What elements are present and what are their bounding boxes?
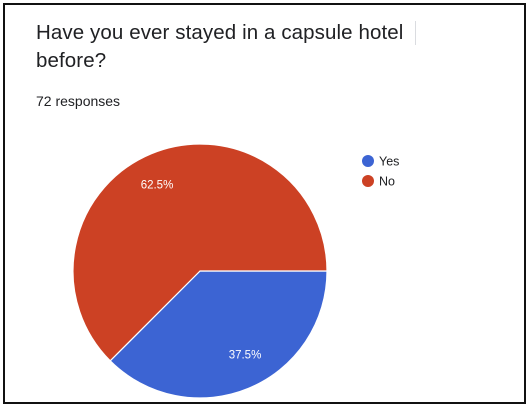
legend-swatch-no bbox=[362, 175, 374, 187]
divider bbox=[415, 21, 416, 45]
pie-chart: 37.5% 62.5% Yes No bbox=[72, 143, 399, 399]
pie-slices bbox=[72, 143, 328, 399]
pie-slice-no[interactable] bbox=[72, 143, 328, 362]
response-count: 72 responses bbox=[36, 93, 121, 109]
question-title: Have you ever stayed in a capsule hotel … bbox=[36, 21, 404, 72]
slice-label-no: 62.5% bbox=[141, 180, 174, 192]
chart-card: Have you ever stayed in a capsule hotel … bbox=[3, 3, 526, 404]
pie-slice-labels: 37.5% 62.5% bbox=[141, 180, 262, 362]
legend-label-no[interactable]: No bbox=[379, 175, 395, 189]
slice-label-yes: 37.5% bbox=[229, 350, 262, 362]
chart-legend: Yes No bbox=[362, 155, 399, 189]
legend-swatch-yes bbox=[362, 155, 374, 167]
legend-label-yes[interactable]: Yes bbox=[379, 155, 399, 169]
pie-slice-yes[interactable] bbox=[109, 270, 328, 399]
